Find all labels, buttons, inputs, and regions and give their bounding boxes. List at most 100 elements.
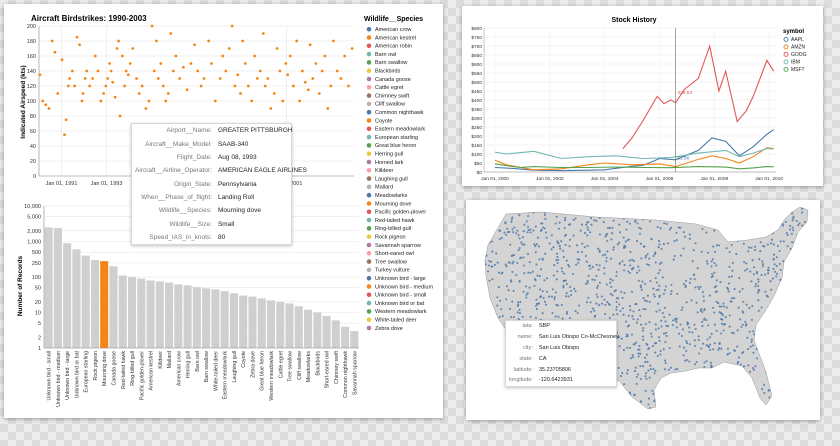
airport-point: [761, 263, 765, 266]
airport-point: [800, 367, 803, 370]
airport-point: [786, 330, 789, 333]
legend-swatch: [366, 292, 372, 298]
airport-point: [757, 278, 760, 281]
airport-point: [717, 208, 720, 211]
airport-point: [777, 324, 780, 327]
legend-swatch: [366, 325, 372, 331]
airport-point: [739, 363, 742, 366]
legend-label: Great blue heron: [375, 143, 416, 149]
bar-x-tick: Herring gull: [186, 351, 192, 378]
airport-point: [751, 305, 754, 308]
airport-point: [787, 391, 790, 394]
bar: [118, 275, 127, 348]
airport-point: [642, 365, 645, 368]
stock-annotation: 428.63: [677, 90, 692, 96]
airport-point: [715, 244, 718, 247]
airport-point: [611, 226, 614, 229]
airport-point: [675, 320, 678, 324]
airport-point: [801, 207, 804, 210]
bar-x-tick: Ring-billed gull: [130, 351, 136, 386]
airport-point: [587, 274, 590, 277]
airport-point: [782, 240, 785, 243]
airport-point: [506, 392, 509, 395]
airport-tooltip-value: -120.6423931: [538, 377, 573, 384]
bar: [285, 303, 294, 348]
airport-point: [637, 404, 640, 407]
airport-point: [744, 269, 747, 272]
airport-point: [517, 234, 520, 237]
airport-point: [615, 270, 618, 274]
scatter-x-tick: Jan 01, 1991: [46, 181, 78, 187]
airport-point: [648, 346, 651, 350]
airport-tooltip-value: SBP: [538, 323, 550, 330]
airport-point: [548, 242, 551, 245]
airport-point: [759, 241, 762, 244]
airport-point: [684, 235, 687, 238]
airport-point: [744, 212, 747, 215]
scatter-point: [181, 65, 185, 69]
airport-point: [673, 401, 676, 404]
airport-point: [515, 273, 518, 277]
airport-point: [742, 351, 745, 354]
airport-point: [774, 270, 777, 273]
airport-point: [579, 229, 582, 232]
airport-point: [698, 392, 701, 395]
airport-point: [738, 290, 741, 293]
scatter-point: [281, 99, 285, 103]
airport-point: [769, 280, 772, 283]
airport-point: [775, 256, 778, 259]
airport-point: [798, 350, 801, 353]
airport-point: [697, 338, 700, 342]
airport-point: [585, 301, 589, 304]
airport-point: [732, 332, 735, 335]
legend-label: Blackbirds: [375, 69, 401, 75]
airport-point: [593, 309, 596, 312]
airport-point: [657, 336, 661, 339]
bar-x-tick: Unknown bird - large: [65, 351, 71, 400]
airport-point: [497, 403, 500, 407]
airport-point: [647, 397, 650, 400]
airport-point: [658, 402, 661, 405]
airport-tooltip-row: latitude: 35.23705806: [506, 364, 622, 375]
birdstrike-tooltip-value: Aug 08, 1993: [217, 153, 257, 161]
airport-point: [792, 217, 795, 220]
airport-point: [720, 398, 723, 402]
airport-point: [519, 403, 522, 406]
airport-point: [522, 290, 525, 293]
birdstrike-tooltip-key: Flight_Date:: [176, 153, 212, 161]
airport-point: [635, 341, 638, 344]
airport-point: [691, 214, 694, 217]
airport-point: [574, 290, 577, 293]
bar-x-tick: White-tailed deer: [213, 351, 219, 391]
airport-point: [773, 398, 776, 401]
airport-point: [768, 340, 771, 343]
airport-point: [605, 256, 608, 259]
airport-point: [630, 290, 634, 293]
airport-point: [776, 338, 779, 342]
airport-point: [628, 259, 631, 262]
airport-point: [511, 216, 514, 219]
airport-point: [564, 408, 567, 409]
airport-point: [532, 211, 535, 214]
airport-point: [633, 394, 636, 397]
airport-map[interactable]: [466, 200, 820, 420]
airport-point: [727, 380, 730, 383]
scatter-point: [199, 84, 203, 88]
airport-point: [495, 375, 498, 378]
airport-point: [641, 335, 644, 338]
airport-point: [512, 316, 515, 319]
airport-point: [626, 220, 629, 223]
scatter-point: [227, 47, 231, 50]
airport-point: [649, 279, 652, 283]
airport-point: [553, 298, 556, 301]
airport-point: [654, 251, 657, 254]
airport-point: [686, 323, 689, 326]
airport-point: [666, 325, 670, 328]
airport-point: [798, 356, 801, 359]
airport-point: [719, 281, 722, 284]
airport-point: [488, 279, 491, 282]
airport-point: [742, 242, 745, 245]
airport-point: [564, 279, 567, 282]
